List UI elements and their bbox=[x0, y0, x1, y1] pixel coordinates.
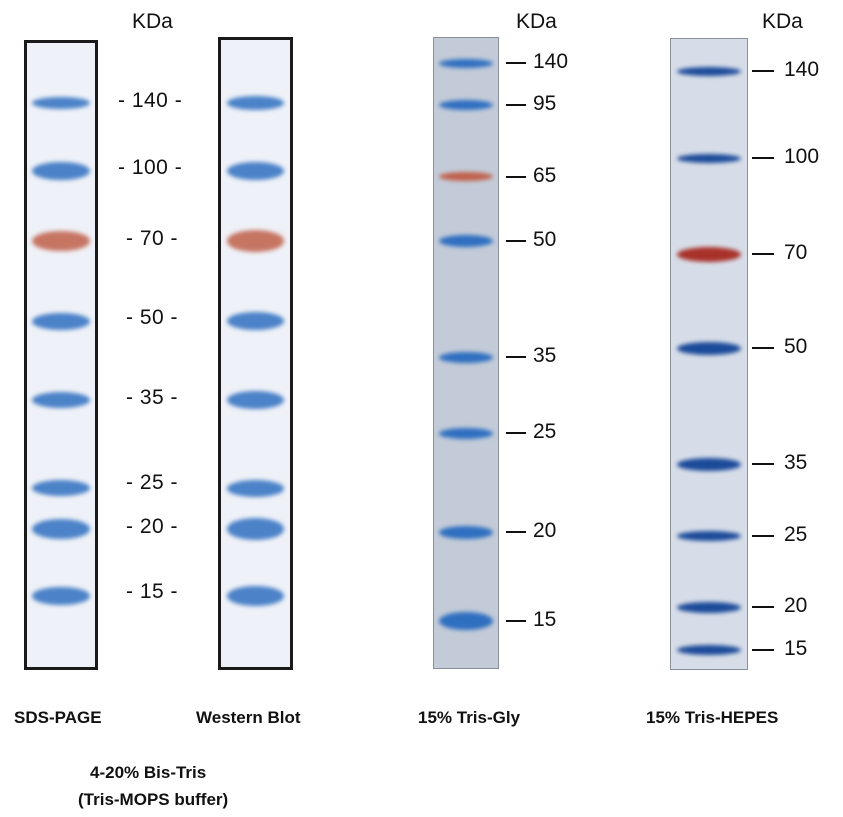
band-35-kda bbox=[32, 392, 90, 408]
band-15-kda bbox=[677, 645, 741, 655]
tick-label-tris-gly: 50 bbox=[533, 228, 557, 251]
band-20-kda bbox=[439, 525, 493, 539]
kda-header-tris-gly: KDa bbox=[516, 10, 557, 33]
tick-label-tris-hepes: 100 bbox=[784, 145, 820, 168]
band-70-kda bbox=[226, 230, 285, 252]
band-50-kda bbox=[32, 312, 90, 330]
caption-tris-hepes: 15% Tris-HEPES bbox=[646, 708, 779, 727]
band-50-kda bbox=[226, 312, 285, 330]
tick-line bbox=[506, 356, 526, 358]
gel-note-line1: 4-20% Bis-Tris bbox=[90, 763, 207, 782]
band-140-kda bbox=[226, 96, 285, 110]
band-50-kda bbox=[677, 341, 741, 355]
tick-label-tris-hepes: 15 bbox=[784, 637, 808, 660]
tick-label-tris-hepes: 25 bbox=[784, 523, 808, 546]
lane-sds-page bbox=[24, 40, 98, 670]
tick-label-tris-gly: 15 bbox=[533, 608, 557, 631]
band-25-kda bbox=[226, 479, 285, 497]
kda-header-tris-hepes: KDa bbox=[762, 10, 803, 33]
band-15-kda bbox=[439, 612, 493, 630]
tick-label-tris-gly: 95 bbox=[533, 92, 557, 115]
marker-70: - 70 - bbox=[126, 227, 179, 250]
tick-label-tris-gly: 20 bbox=[533, 519, 557, 542]
tick-line bbox=[752, 253, 774, 255]
marker-50: - 50 - bbox=[126, 306, 179, 329]
marker-25: - 25 - bbox=[126, 471, 179, 494]
tick-line bbox=[506, 531, 526, 533]
band-100-kda bbox=[32, 162, 90, 180]
tick-line bbox=[752, 463, 774, 465]
tick-line bbox=[506, 620, 526, 622]
lane-tris-hepes bbox=[670, 38, 748, 670]
tick-line bbox=[506, 432, 526, 434]
lane-western-blot bbox=[218, 37, 293, 670]
band-20-kda bbox=[677, 601, 741, 613]
band-25-kda bbox=[32, 480, 90, 496]
band-100-kda bbox=[226, 162, 285, 180]
band-140-kda bbox=[677, 66, 741, 76]
tick-line bbox=[506, 240, 526, 242]
caption-tris-gly: 15% Tris-Gly bbox=[418, 708, 521, 727]
band-65-kda bbox=[439, 171, 493, 181]
marker-35: - 35 - bbox=[126, 386, 179, 409]
band-25-kda bbox=[677, 531, 741, 541]
tick-label-tris-hepes: 70 bbox=[784, 241, 808, 264]
caption-western-blot: Western Blot bbox=[196, 708, 301, 727]
tick-line bbox=[752, 157, 774, 159]
band-70-kda bbox=[677, 246, 741, 262]
band-15-kda bbox=[32, 587, 90, 605]
band-95-kda bbox=[439, 100, 493, 110]
tick-label-tris-gly: 65 bbox=[533, 164, 557, 187]
tick-line bbox=[752, 649, 774, 651]
tick-line bbox=[752, 70, 774, 72]
band-70-kda bbox=[32, 231, 90, 251]
caption-sds-page: SDS-PAGE bbox=[14, 708, 102, 727]
band-20-kda bbox=[226, 518, 285, 540]
band-25-kda bbox=[439, 427, 493, 439]
kda-header-left: KDa bbox=[132, 10, 173, 33]
tick-line bbox=[506, 176, 526, 178]
gel-note-line2: (Tris-MOPS buffer) bbox=[78, 790, 229, 809]
tick-line bbox=[752, 535, 774, 537]
tick-label-tris-hepes: 20 bbox=[784, 594, 808, 617]
tick-line bbox=[506, 104, 526, 106]
band-50-kda bbox=[439, 235, 493, 247]
marker-100: - 100 - bbox=[118, 156, 183, 179]
tick-label-tris-hepes: 140 bbox=[784, 58, 820, 81]
band-20-kda bbox=[32, 519, 90, 539]
marker-15: - 15 - bbox=[126, 580, 179, 603]
tick-line bbox=[752, 347, 774, 349]
marker-140: - 140 - bbox=[118, 89, 183, 112]
band-35-kda bbox=[677, 457, 741, 471]
band-100-kda bbox=[677, 153, 741, 163]
band-140-kda bbox=[439, 58, 493, 68]
lane-tris-gly bbox=[433, 37, 499, 669]
band-35-kda bbox=[439, 351, 493, 363]
band-35-kda bbox=[226, 391, 285, 409]
tick-label-tris-gly: 35 bbox=[533, 344, 557, 367]
marker-20: - 20 - bbox=[126, 515, 179, 538]
tick-label-tris-hepes: 50 bbox=[784, 335, 808, 358]
band-140-kda bbox=[32, 97, 90, 109]
tick-label-tris-gly: 140 bbox=[533, 50, 569, 73]
band-15-kda bbox=[226, 586, 285, 606]
tick-line bbox=[506, 62, 526, 64]
tick-label-tris-gly: 25 bbox=[533, 420, 557, 443]
tick-line bbox=[752, 606, 774, 608]
tick-label-tris-hepes: 35 bbox=[784, 451, 808, 474]
